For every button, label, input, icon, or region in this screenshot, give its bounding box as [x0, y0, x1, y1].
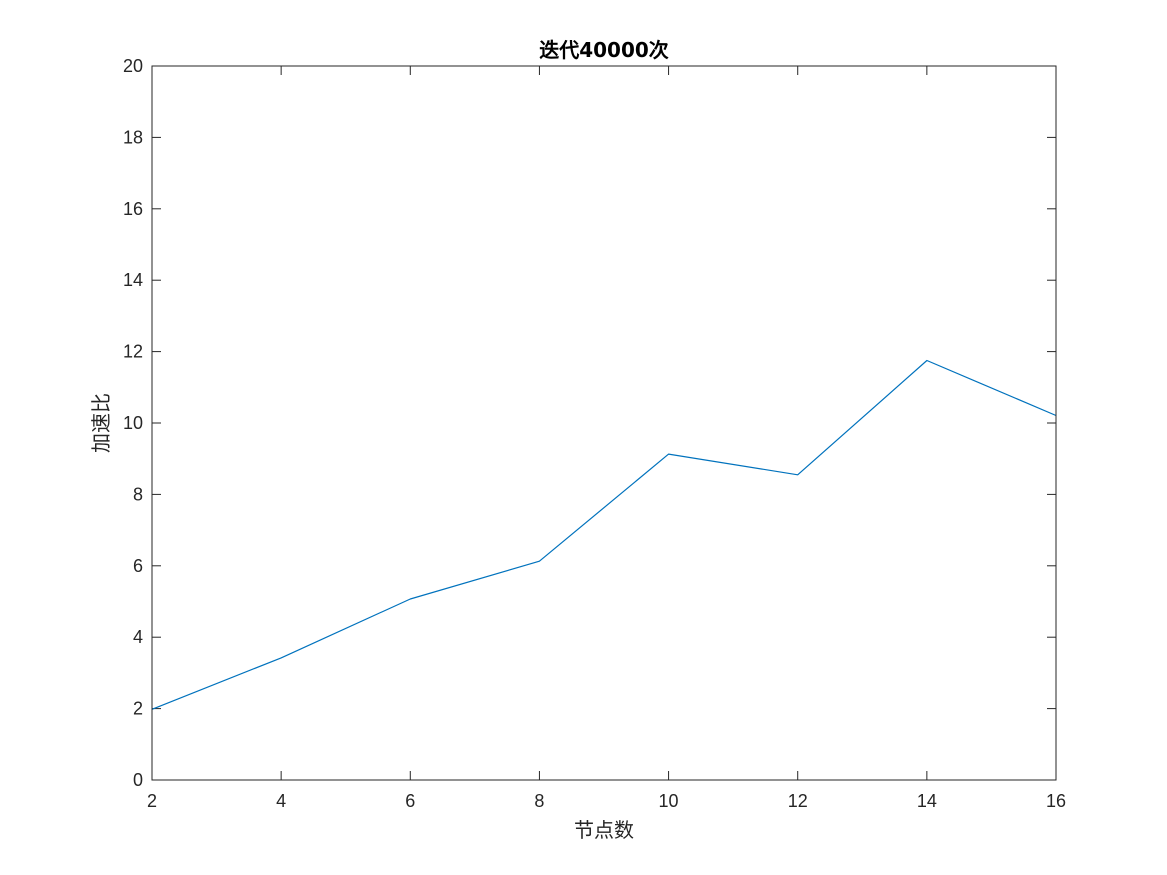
x-tick-label: 12: [788, 791, 808, 811]
y-tick-label: 16: [123, 199, 143, 219]
y-tick-label: 0: [133, 770, 143, 790]
x-tick-label: 16: [1046, 791, 1066, 811]
y-axis-label: 加速比: [89, 393, 113, 453]
y-tick-label: 14: [123, 270, 143, 290]
y-tick-label: 10: [123, 413, 143, 433]
chart-title: 迭代40000次: [539, 38, 669, 62]
y-tick-label: 2: [133, 699, 143, 719]
x-tick-label: 14: [917, 791, 937, 811]
x-tick-label: 6: [405, 791, 415, 811]
x-tick-label: 10: [659, 791, 679, 811]
y-tick-label: 4: [133, 627, 143, 647]
y-tick-labels: 0 2 4 6 8 10 12 14 16 18 20: [123, 56, 143, 790]
x-tick-label: 2: [147, 791, 157, 811]
y-tick-label: 8: [133, 484, 143, 504]
y-tick-label: 6: [133, 556, 143, 576]
series-line: [151, 359, 1057, 710]
x-tick-label: 4: [276, 791, 286, 811]
series-layer: [151, 359, 1057, 710]
y-tick-label: 20: [123, 56, 143, 76]
y-tick-label: 18: [123, 127, 143, 147]
x-tick-labels: 2 4 6 8 10 12 14 16: [147, 791, 1066, 811]
x-tick-label: 8: [534, 791, 544, 811]
x-axis-label: 节点数: [574, 818, 634, 842]
plot-area: [152, 66, 1056, 780]
y-tick-label: 12: [123, 342, 143, 362]
axes-box: [151, 65, 1057, 781]
